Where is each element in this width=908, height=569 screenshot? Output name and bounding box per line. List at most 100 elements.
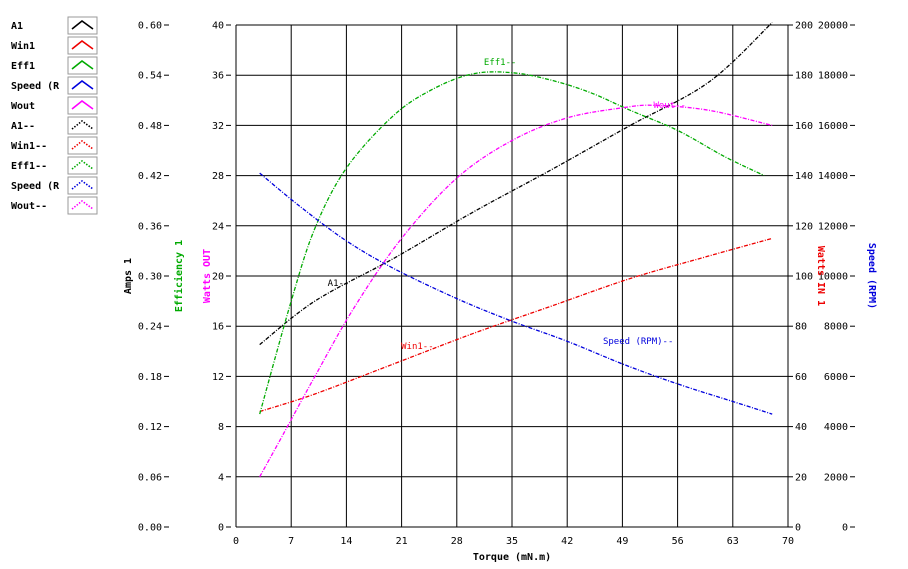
- legend-swatch-box: [67, 16, 98, 35]
- y-tick-label-speed: 4000: [824, 422, 848, 433]
- y-tick-label-speed: 8000: [824, 322, 848, 333]
- y-tick-label-speed: 18000: [818, 71, 848, 82]
- series-line-eff1: [259, 71, 765, 415]
- legend-swatch-box: [67, 196, 98, 215]
- x-tick-label: 56: [672, 536, 684, 547]
- legend-swatch-box: [67, 96, 98, 115]
- y-tick-label-amps: 0.00: [138, 523, 162, 534]
- y-tick-label-win: 20: [795, 472, 807, 483]
- legend-label: Eff1: [11, 61, 35, 72]
- x-tick-label: 14: [340, 536, 352, 547]
- legend-label: Wout--: [11, 201, 47, 212]
- y-tick-label-amps: 0.30: [138, 272, 162, 283]
- legend-label: Speed (R: [11, 181, 60, 192]
- x-tick-label: 0: [233, 536, 239, 547]
- legend-swatch-box: [67, 76, 98, 95]
- y-axis-label-efficiency: Efficiency 1: [173, 240, 185, 312]
- legend-swatch-box: [67, 36, 98, 55]
- legend-swatch-box: [67, 156, 98, 175]
- y-tick-label-win: 100: [795, 272, 813, 283]
- legend-swatch-line: [71, 79, 94, 90]
- y-tick-label-speed: 6000: [824, 372, 848, 383]
- y-tick-label-win: 160: [795, 121, 813, 132]
- legend-label: Speed (R: [11, 81, 60, 92]
- y-tick-label-amps: 0.36: [138, 221, 162, 232]
- legend-swatch-line: [71, 159, 94, 170]
- series-line-wout: [259, 104, 773, 478]
- legend-swatch-line: [71, 39, 94, 50]
- y-tick-label-amps: 0.24: [138, 322, 162, 333]
- legend-swatch-line: [71, 59, 94, 70]
- legend-label: Win1: [11, 40, 35, 52]
- y-tick-label-amps: 0.48: [138, 121, 162, 132]
- y-tick-label-watts: 0: [218, 523, 224, 534]
- y-tick-label-speed: 20000: [818, 21, 848, 32]
- x-tick-label: 28: [451, 536, 463, 547]
- legend-swatch-line: [71, 139, 94, 150]
- y-tick-label-win: 80: [795, 322, 807, 333]
- series-annotation: A1--: [328, 279, 350, 289]
- legend: A1 Win1 Eff1 Speed (R Wout A1-- Win1-- Eff1-- Sp…: [11, 16, 98, 215]
- y-tick-label-win: 0: [795, 523, 801, 534]
- y-tick-label-speed: 16000: [818, 121, 848, 132]
- legend-swatch-box: [67, 56, 98, 75]
- y-axis-label-watts-out: Watts OUT: [202, 249, 213, 303]
- legend-label: Eff1--: [11, 161, 47, 172]
- y-tick-label-watts: 20: [212, 272, 224, 283]
- y-tick-label-speed: 12000: [818, 221, 848, 232]
- legend-label: A1--: [11, 121, 35, 132]
- y-tick-label-watts: 32: [212, 121, 224, 132]
- legend-swatch-line: [71, 99, 94, 110]
- y-tick-label-watts: 4: [218, 472, 224, 483]
- x-tick-label: 7: [288, 536, 294, 547]
- series-annotation: Wout--: [653, 101, 686, 111]
- y-tick-label-watts: 12: [212, 372, 224, 383]
- y-tick-label-amps: 0.12: [138, 422, 162, 433]
- grid-lines: [235, 24, 789, 528]
- y-tick-label-amps: 0.18: [138, 372, 162, 383]
- series-annotations: Eff1-- Wout-- A1-- Win1-- Speed (RPM)--: [328, 58, 686, 352]
- y-axis-label-speed: Speed (RPM): [866, 243, 877, 309]
- legend-swatch-line: [71, 199, 94, 210]
- x-tick-label: 35: [506, 536, 518, 547]
- series-annotation: Win1--: [401, 342, 434, 352]
- series-line-win1: [259, 237, 773, 413]
- legend-label: Win1--: [11, 140, 47, 152]
- legend-swatch-line: [71, 179, 94, 190]
- y-tick-label-amps: 0.60: [138, 21, 162, 32]
- y-tick-label-watts: 16: [212, 322, 224, 333]
- x-axis-label: Torque (mN.m): [473, 552, 551, 563]
- legend-label: A1: [11, 21, 23, 32]
- series-lines: [259, 22, 773, 478]
- legend-swatch-line: [71, 19, 94, 30]
- y-tick-label-amps: 0.42: [138, 171, 162, 182]
- x-tick-label: 49: [616, 536, 628, 547]
- y-tick-label-watts: 36: [212, 71, 224, 82]
- series-line-a1: [259, 22, 773, 346]
- series-annotation: Speed (RPM)--: [603, 337, 673, 347]
- legend-label: Wout: [11, 101, 35, 112]
- legend-swatch-box: [67, 116, 98, 135]
- y-tick-label-win: 60: [795, 372, 807, 383]
- y-tick-label-watts: 24: [212, 221, 224, 232]
- y-tick-label-speed: 14000: [818, 171, 848, 182]
- axes: 0 7 14 21 28 35 42 49 56 63 70 Torque (mN.m) 0.00 0.0…: [123, 21, 877, 564]
- series-annotation: Eff1--: [484, 58, 517, 68]
- y-tick-label-win: 140: [795, 171, 813, 182]
- y-tick-label-amps: 0.54: [138, 71, 162, 82]
- x-tick-label: 42: [561, 536, 573, 547]
- y-tick-label-win: 180: [795, 71, 813, 82]
- y-axis-label-amps: Amps 1: [123, 258, 134, 294]
- y-tick-label-speed: 0: [842, 523, 848, 534]
- y-tick-label-watts: 28: [212, 171, 224, 182]
- y-tick-label-win: 40: [795, 422, 807, 433]
- x-tick-label: 21: [396, 536, 408, 547]
- y-tick-label-watts: 8: [218, 422, 224, 433]
- y-tick-label-win: 120: [795, 221, 813, 232]
- series-line-speed-rpm: [259, 172, 773, 415]
- legend-swatch-line: [71, 119, 94, 130]
- legend-swatch-box: [67, 176, 98, 195]
- y-tick-label-watts: 40: [212, 21, 224, 32]
- y-tick-label-amps: 0.06: [138, 472, 162, 483]
